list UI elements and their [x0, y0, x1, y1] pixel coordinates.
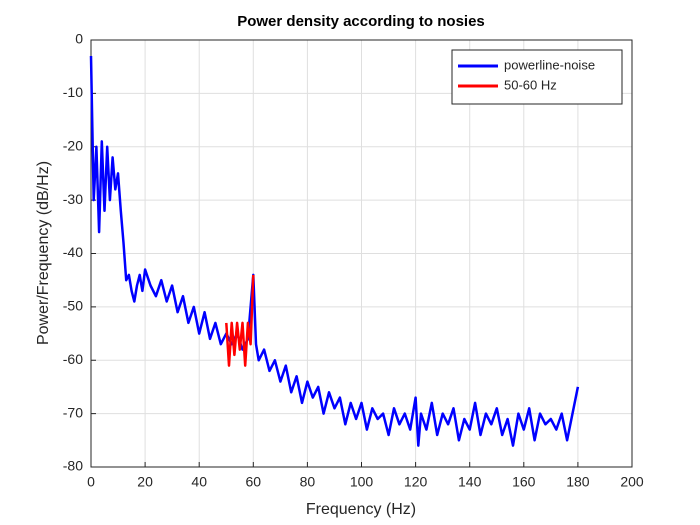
y-tick-label: -20	[63, 137, 83, 153]
axes-box	[90, 39, 633, 468]
x-tick-label: 160	[512, 474, 536, 490]
series-line	[225, 274, 255, 367]
y-tick-label: -70	[63, 404, 83, 420]
x-tick-label: 140	[458, 474, 482, 490]
x-tick-label: 60	[246, 474, 262, 490]
x-tick-label: 200	[620, 474, 644, 490]
y-tick-label: -80	[63, 458, 83, 474]
y-tick-label: 0	[75, 31, 83, 47]
legend-label: 50-60 Hz	[504, 77, 557, 92]
x-tick-label: 80	[300, 474, 316, 490]
x-tick-label: 40	[191, 474, 207, 490]
legend-box	[451, 49, 623, 105]
y-tick-label: -30	[63, 191, 83, 207]
legend-label: powerline-noise	[504, 57, 595, 72]
x-tick-label: 20	[137, 474, 153, 490]
x-tick-label: 0	[87, 474, 95, 490]
x-tick-label: 100	[350, 474, 374, 490]
x-tick-label: 180	[566, 474, 590, 490]
chart-title: Power density according to nosies	[237, 13, 485, 30]
y-tick-label: -50	[63, 298, 83, 314]
x-tick-label: 120	[404, 474, 428, 490]
y-tick-label: -60	[63, 351, 83, 367]
y-tick-label: -10	[63, 84, 83, 100]
series-line	[89, 55, 580, 447]
y-axis-label: Power/Frequency (dB/Hz)	[35, 161, 52, 345]
y-tick-label: -40	[63, 244, 83, 260]
x-axis-label: Frequency (Hz)	[306, 501, 416, 518]
